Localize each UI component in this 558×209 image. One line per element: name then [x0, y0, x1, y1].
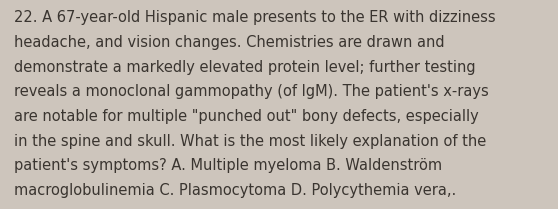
Text: are notable for multiple "punched out" bony defects, especially: are notable for multiple "punched out" b…: [14, 109, 479, 124]
Text: demonstrate a markedly elevated protein level; further testing: demonstrate a markedly elevated protein …: [14, 60, 475, 75]
Text: headache, and vision changes. Chemistries are drawn and: headache, and vision changes. Chemistrie…: [14, 35, 445, 50]
Text: macroglobulinemia C. Plasmocytoma D. Polycythemia vera,.: macroglobulinemia C. Plasmocytoma D. Pol…: [14, 183, 456, 198]
Text: 22. A 67-year-old Hispanic male presents to the ER with dizziness: 22. A 67-year-old Hispanic male presents…: [14, 10, 496, 25]
Text: reveals a monoclonal gammopathy (of IgM). The patient's x-rays: reveals a monoclonal gammopathy (of IgM)…: [14, 84, 489, 99]
Text: patient's symptoms? A. Multiple myeloma B. Waldenström: patient's symptoms? A. Multiple myeloma …: [14, 158, 442, 173]
Text: in the spine and skull. What is the most likely explanation of the: in the spine and skull. What is the most…: [14, 134, 486, 149]
